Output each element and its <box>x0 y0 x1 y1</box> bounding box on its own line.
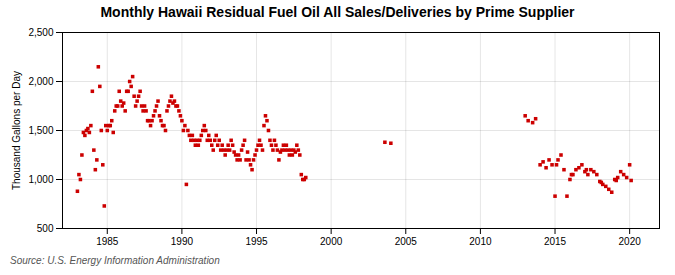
svg-text:2005: 2005 <box>395 236 418 247</box>
svg-text:2,500: 2,500 <box>28 27 53 38</box>
svg-text:1990: 1990 <box>171 236 194 247</box>
svg-text:1995: 1995 <box>245 236 268 247</box>
svg-text:Thousand Gallons per Day: Thousand Gallons per Day <box>11 71 22 190</box>
html-text:Monthly Hawaii Residual Fuel O: Monthly Hawaii Residual Fuel Oil All Sal… <box>100 4 575 20</box>
svg-text:2015: 2015 <box>544 236 567 247</box>
svg-text:500: 500 <box>37 223 54 234</box>
html-text:Source: U.S. Energy Informatio: Source: U.S. Energy Information Administ… <box>10 255 220 266</box>
svg-text:1,000: 1,000 <box>28 174 53 185</box>
svg-text:1,500: 1,500 <box>28 125 53 136</box>
svg-text:2010: 2010 <box>469 236 492 247</box>
svg-text:2020: 2020 <box>619 236 642 247</box>
svg-text:1985: 1985 <box>96 236 119 247</box>
svg-text:2,000: 2,000 <box>28 76 53 87</box>
svg-text:2000: 2000 <box>320 236 343 247</box>
